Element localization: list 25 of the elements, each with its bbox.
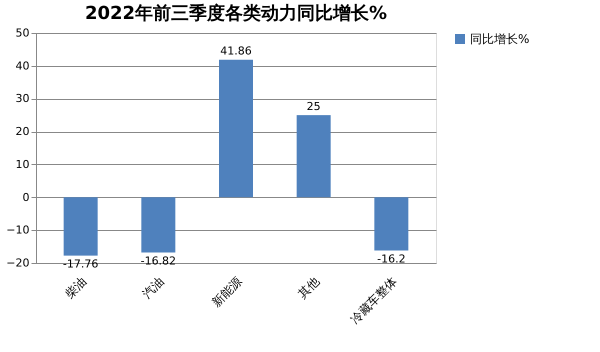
y-tick-label: −10	[6, 224, 30, 237]
x-tick-label: 汽油	[140, 274, 167, 301]
y-tick-label: −20	[6, 256, 30, 270]
data-label: -17.76	[62, 258, 98, 271]
y-tick-label: 50	[16, 26, 30, 40]
x-tick-label: 柴油	[62, 274, 90, 301]
data-label: -16.82	[140, 254, 176, 268]
y-tick-label: 40	[16, 59, 30, 72]
data-label: 25	[306, 100, 321, 114]
legend-label: 同比增长%	[470, 32, 530, 46]
data-label: 41.86	[220, 44, 252, 58]
y-tick-label: 0	[22, 190, 30, 204]
bar	[219, 60, 253, 198]
bar	[296, 115, 331, 198]
chart-title: 2022年前三季度各类动力同比增长%	[84, 3, 388, 24]
bar	[374, 197, 408, 251]
x-tick-label: 冷藏车整体	[348, 274, 400, 326]
x-tick-label: 其他	[295, 274, 322, 301]
y-tick-label: 10	[16, 158, 30, 171]
y-tick-label: 30	[16, 92, 30, 106]
bar	[141, 197, 176, 253]
y-tick-label: 20	[16, 125, 30, 138]
data-label: -16.2	[377, 252, 406, 266]
x-tick-label: 新能源	[209, 274, 244, 310]
bar	[64, 197, 98, 256]
